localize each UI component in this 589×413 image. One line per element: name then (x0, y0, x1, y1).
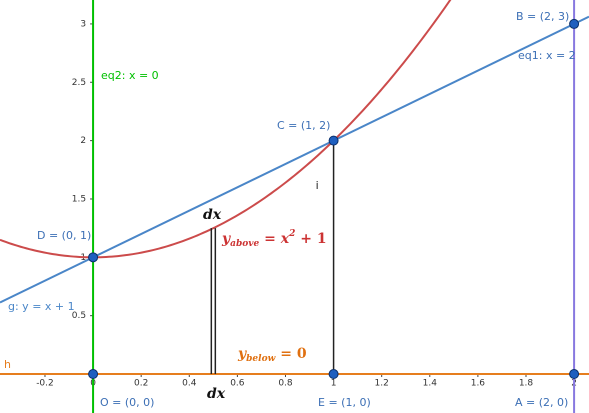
annotation-part: below (246, 354, 275, 364)
annotation: ybelow = 0 (237, 346, 307, 364)
line-label: eq1: x = 2 (518, 49, 576, 62)
annotation-part: above (230, 239, 259, 249)
x-tick-label: 0.2 (134, 379, 148, 389)
y-tick-label: 3 (80, 19, 86, 29)
point (88, 369, 99, 380)
x-tick-label: 0.6 (230, 379, 245, 389)
point-label: E = (1, 0) (318, 396, 371, 409)
annotation: dx (203, 207, 222, 223)
point (569, 18, 580, 29)
segment-label: i (316, 179, 319, 192)
x-tick-label: 0.8 (278, 379, 293, 389)
annotation-part: = 0 (275, 346, 306, 362)
y-tick-label: 2.5 (72, 78, 86, 88)
x-tick-label: 1.2 (375, 379, 389, 389)
point-label: C = (1, 2) (277, 119, 330, 132)
point (328, 369, 339, 380)
point-label: A = (2, 0) (515, 396, 568, 409)
point (88, 252, 99, 263)
point-label: D = (0, 1) (37, 229, 91, 242)
annotation-part: dx (203, 207, 222, 223)
point (328, 135, 339, 146)
point-label: B = (2, 3) (516, 10, 569, 23)
annotation-part: y (221, 231, 231, 247)
y-tick-label: 2 (80, 136, 86, 146)
point-label: O = (0, 0) (100, 396, 154, 409)
annotation-part: = (259, 231, 280, 247)
y-tick-label: 1.5 (72, 194, 86, 204)
annotation-part: dx (207, 386, 226, 402)
annotation: yabove = x2 + 1 (221, 229, 327, 249)
x-tick-label: 1.6 (471, 379, 486, 389)
point (569, 369, 580, 380)
x-tick-label: 1.4 (423, 379, 438, 389)
line-g (0, 15, 589, 304)
line-label: g: y = x + 1 (8, 300, 75, 313)
x-tick-label: 1 (331, 379, 337, 389)
line-label: eq2: x = 0 (101, 69, 159, 82)
curve (0, 0, 452, 259)
x-tick-label: -0.2 (36, 379, 54, 389)
x-tick-label: 1.8 (519, 379, 534, 389)
line-label: h (4, 358, 11, 371)
annotation-part: + 1 (295, 231, 326, 247)
annotation-part: y (237, 346, 247, 362)
annotation-part: 2 (288, 229, 295, 239)
annotation-part: x (280, 231, 290, 247)
y-tick-label: 0.5 (72, 311, 86, 321)
x-tick-label: 0.4 (182, 379, 197, 389)
annotation: dx (207, 386, 226, 402)
